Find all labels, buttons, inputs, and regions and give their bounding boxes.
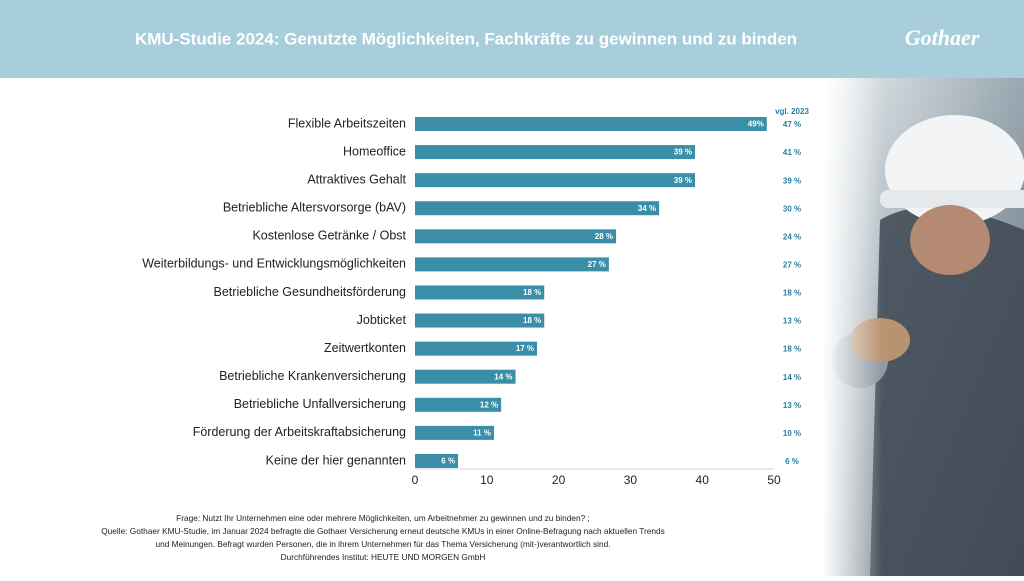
category-label: Keine der hier genannten [266,453,406,467]
comparison-label: 13 % [783,401,801,410]
value-label: 27 % [588,260,606,269]
x-tick-label: 0 [412,473,419,487]
value-label: 12 % [480,400,498,409]
comparison-label: 30 % [783,204,801,213]
value-label: 6 % [441,457,455,466]
footer-line: und Meinungen. Befragt wurden Personen, … [155,539,610,549]
bar [415,369,516,384]
bar [415,117,767,131]
bar [415,453,459,468]
value-label: 39 % [674,148,692,157]
header-band [0,0,1024,78]
category-label: Weiterbildungs- und Entwicklungsmöglichk… [142,257,406,271]
bar [415,341,538,356]
x-tick-label: 40 [696,473,710,487]
x-tick-label: 20 [552,473,566,487]
comparison-label: 18 % [783,289,801,298]
category-label: Jobticket [357,313,407,327]
comparison-label: 10 % [783,429,801,438]
comparison-label: 27 % [783,261,801,270]
category-label: Attraktives Gehalt [307,172,406,186]
category-label: Zeitwertkonten [324,341,406,355]
value-label: 39 % [674,176,692,185]
photo [822,78,1024,576]
value-label: 34 % [638,204,656,213]
comparison-label: 13 % [783,317,801,326]
bar [415,285,545,300]
category-label: Homeoffice [343,144,406,158]
comparison-label: 41 % [783,148,801,157]
bar [415,145,696,160]
footer-line: Durchführendes Institut: HEUTE UND MORGE… [281,552,486,562]
category-label: Betriebliche Gesundheitsförderung [214,285,407,299]
value-label: 11 % [473,428,491,437]
value-label: 14 % [494,372,512,381]
comparison-label: 39 % [783,176,801,185]
bar [415,173,696,188]
value-label: 18 % [523,288,541,297]
bar [415,313,545,328]
comparison-title: vgl. 2023 [775,107,809,116]
title: KMU-Studie 2024: Genutzte Möglichkeiten,… [135,29,797,48]
comparison-label: 14 % [783,373,801,382]
value-label: 17 % [516,344,534,353]
value-label: 49% [748,120,764,129]
x-tick-label: 30 [624,473,638,487]
category-label: Betriebliche Unfallversicherung [234,397,406,411]
value-label: 18 % [523,316,541,325]
logo: Gothaer [905,25,980,50]
x-tick-label: 50 [767,473,781,487]
bar [415,397,502,412]
footer-line: Frage: Nutzt Ihr Unternehmen eine oder m… [176,513,590,523]
bar [415,229,617,244]
category-label: Betriebliche Altersvorsorge (bAV) [223,201,406,215]
value-label: 28 % [595,232,613,241]
category-label: Kostenlose Getränke / Obst [252,229,406,243]
category-label: Betriebliche Krankenversicherung [219,369,406,383]
bar [415,201,660,216]
comparison-label: 47 % [783,120,801,129]
category-label: Förderung der Arbeitskraftabsicherung [193,425,406,439]
x-tick-label: 10 [480,473,494,487]
footer: Frage: Nutzt Ihr Unternehmen eine oder m… [101,513,665,562]
comparison-label: 6 % [785,457,799,466]
bar [415,257,609,272]
category-label: Flexible Arbeitszeiten [288,116,406,130]
comparison-label: 24 % [783,232,801,241]
footer-line: Quelle: Gothaer KMU-Studie, im Januar 20… [101,526,665,536]
bar [415,425,494,440]
comparison-label: 18 % [783,345,801,354]
